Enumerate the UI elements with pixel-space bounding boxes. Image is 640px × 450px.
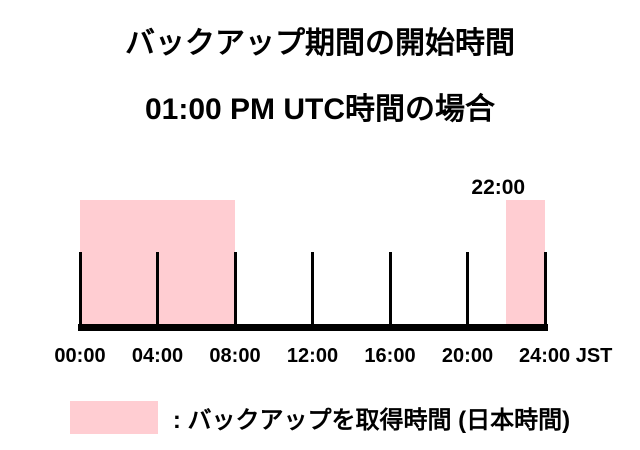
axis-tick-label: 16:00: [364, 345, 416, 367]
axis-tick: [233, 252, 237, 329]
band-start-time-label: 22:00: [471, 176, 526, 199]
axis-tick: [388, 252, 392, 329]
axis-tick-label: 20:00: [441, 345, 494, 367]
axis-tick: [78, 252, 82, 329]
axis-tick-label: 00:00: [54, 345, 106, 367]
axis-tick: [543, 252, 547, 329]
time-axis-line: [78, 324, 548, 331]
axis-tick-label: 24:00 JST: [519, 345, 613, 367]
legend: : バックアップを取得時間 (日本時間): [0, 400, 640, 435]
page-title: バックアップ期間の開始時間: [125, 27, 515, 60]
backup-band: [506, 200, 545, 324]
legend-color-swatch: [69, 401, 158, 434]
legend-label: : バックアップを取得時間 (日本時間): [172, 407, 571, 434]
axis-tick-label: 08:00: [209, 345, 261, 367]
axis-tick: [466, 252, 469, 329]
axis-tick: [311, 252, 314, 329]
page-subtitle: 01:00 PM UTC時間の場合: [144, 93, 496, 126]
axis-tick-label: 12:00: [286, 345, 339, 367]
axis-tick: [156, 252, 159, 329]
axis-tick-label: 04:00: [131, 345, 184, 367]
